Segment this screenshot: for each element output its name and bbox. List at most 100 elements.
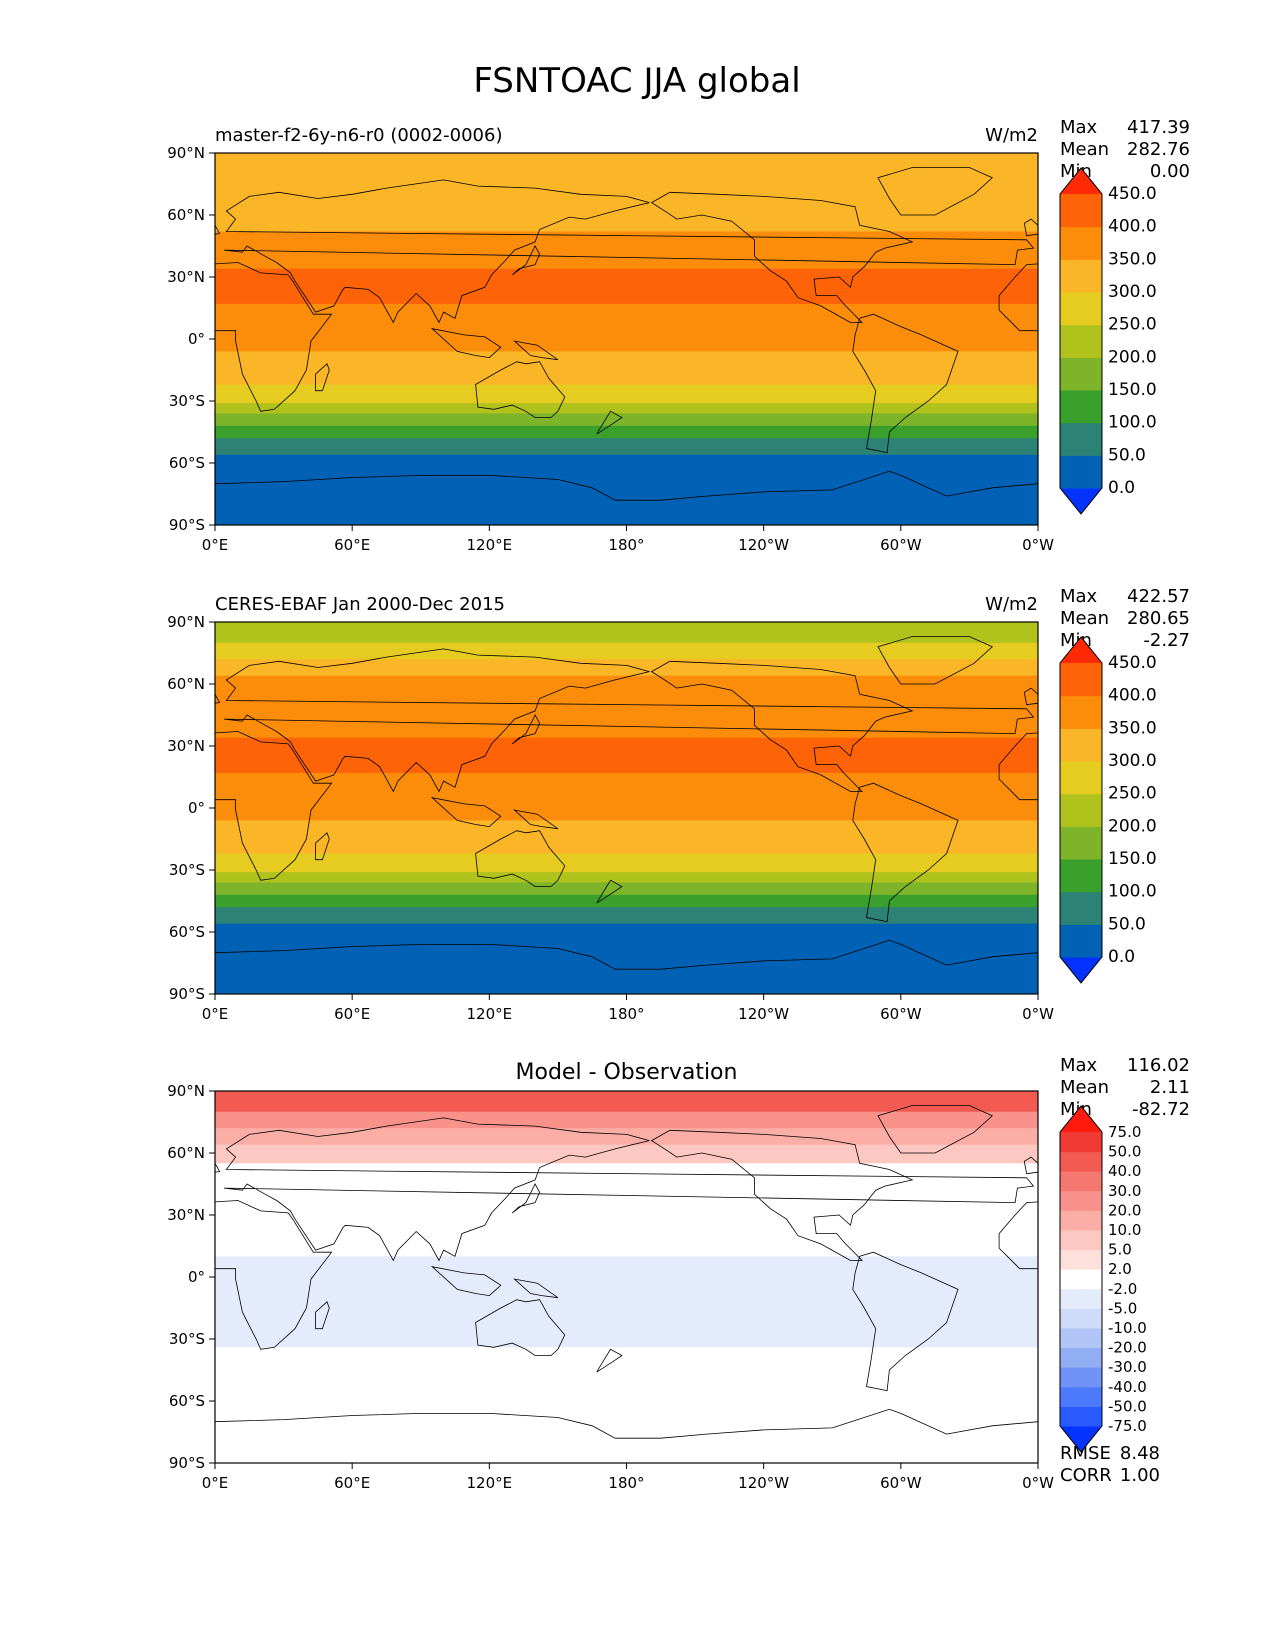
zonal-band [215,413,1038,427]
stat-label-corr: CORR [1060,1465,1112,1486]
colorbar-outline [1059,1105,1103,1453]
lat-tick-label: 30°S [169,1330,205,1348]
map-panel-difference: 90°N 60°N 30°N 0° 30°S 60°S 90°S 0°E 60°E 120°E 18… [167,1055,1190,1492]
lat-tick-label: 30°N [167,1206,205,1224]
coastline-uk-wrap [1023,687,1038,706]
coastline-northAmerica [650,1129,914,1261]
stat-label-max: Max [1060,586,1098,607]
lat-tick-label: 90°S [169,1454,205,1472]
coastline-uk-wrap [1023,218,1038,237]
colorbar-segment [1060,1367,1102,1388]
panel-left-title: CERES-EBAF Jan 2000-Dec 2015 [215,594,505,615]
stat-label-max: Max [1060,117,1098,138]
zonal-band [215,231,1038,253]
stat-value-max: 116.02 [1127,1055,1190,1076]
colorbar-segment [1060,422,1102,456]
lon-tick-label: 120°E [467,536,513,554]
lat-tick-label: 90°N [167,144,205,162]
colorbar-tick-label: 75.0 [1108,1123,1141,1141]
colorbar-tick-label: 150.0 [1108,380,1157,400]
colorbar-segment [1060,891,1102,925]
zonal-band [215,907,1038,925]
lon-tick-label: 60°E [334,536,370,554]
zonal-band [215,872,1038,883]
zonal-band [215,367,1038,385]
field-observation [215,622,1038,994]
colorbar-outline [1059,167,1103,515]
colorbar-segment [1060,390,1102,424]
coastline-northAmerica [650,191,914,323]
stat-label-mean: Mean [1060,139,1109,160]
colorbar-tick-label: 350.0 [1108,718,1157,738]
coastline-madagascar [315,363,330,392]
colorbar-tick-label: -5.0 [1108,1299,1137,1317]
zonal-band [215,1287,1038,1319]
colorbar-tick-label: 250.0 [1108,784,1157,804]
stat-value-corr: 1.00 [1120,1465,1160,1486]
zonal-band [215,1144,1038,1164]
lat-tick-label: 30°N [167,268,205,286]
colorbar-difference: -75.0 -50.0-40.0 -30.0-20.0 -10.0 -5.0-2.0 2.… [1059,1105,1147,1453]
lon-tick-label: 60°W [880,536,922,554]
lat-tick-label: 60°N [167,206,205,224]
colorbar-tick-label: -10.0 [1108,1319,1147,1337]
zonal-band [215,1111,1038,1129]
lon-tick-label: 180° [608,1005,644,1023]
lon-tick-label: 180° [608,536,644,554]
zonal-band [215,425,1038,439]
zonal-band [215,454,1038,512]
colorbar-tick-label: 0.0 [1108,478,1135,498]
panel-units: W/m2 [985,125,1038,146]
colorbar-segment [1060,1132,1102,1153]
zonal-band [215,981,1038,994]
lat-tick-label: 0° [188,330,205,348]
coastline-northAmerica [650,660,914,792]
lon-tick-label: 60°W [880,1474,922,1492]
colorbar-tick-label: 150.0 [1108,849,1157,869]
colorbar-tick-label: 250.0 [1108,315,1157,335]
lat-tick-label: 90°N [167,613,205,631]
colorbar-tick-label: 10.0 [1108,1221,1141,1239]
colorbar-tick-label: 30.0 [1108,1182,1141,1200]
colorbar-tick-label: 2.0 [1108,1260,1132,1278]
map-panel-model: 90°N 60°N 30°N 0° 30°S 60°S 90°S 0°E 60°E 120°E 18… [167,117,1190,554]
zonal-band [215,795,1038,821]
coastline-japan [511,1183,541,1214]
colorbar-extend-min [1060,957,1102,983]
stat-value-mean: 282.76 [1127,139,1190,160]
lat-tick-label: 0° [188,799,205,817]
coastline-greenland [877,636,994,685]
coastline-newGuinea [513,340,559,361]
colorbar-tick-label: 0.0 [1108,947,1135,967]
coastline-australia [475,830,566,887]
colorbar-segment [1060,455,1102,489]
coastline-newZealand [596,879,623,904]
zonal-band [215,1256,1038,1288]
coastline-japan [511,714,541,745]
colorbar-model: 0.0 50.0 100.0 150.0 200.0 250.0 300.0 350.0 400… [1059,167,1157,515]
lat-tick-label: 60°S [169,923,205,941]
colorbar-tick-label: -50.0 [1108,1397,1147,1415]
lat-tick-label: 90°S [169,516,205,534]
zonal-band [215,1318,1038,1348]
panel-title: Model - Observation [516,1060,738,1085]
colorbar-segment [1060,1210,1102,1231]
lon-tick-label: 0°W [1022,536,1054,554]
coastline-antarctica [215,939,1038,994]
coastline-newGuinea [513,809,559,830]
zonal-band [215,1194,1038,1257]
zonal-band [215,737,1038,774]
coastline-australia [475,361,566,418]
lat-tick-label: 60°N [167,1144,205,1162]
lat-tick-label: 90°S [169,985,205,1003]
colorbar-segment [1060,826,1102,860]
lon-tick-label: 0°W [1022,1005,1054,1023]
colorbar-segment [1060,259,1102,293]
coastline-indonesia [430,797,502,828]
colorbar-tick-label: -75.0 [1108,1417,1147,1435]
lon-tick-label: 120°E [467,1005,513,1023]
colorbar-segment [1060,924,1102,958]
colorbar-segment [1060,1151,1102,1172]
coastline-africa [215,262,333,412]
